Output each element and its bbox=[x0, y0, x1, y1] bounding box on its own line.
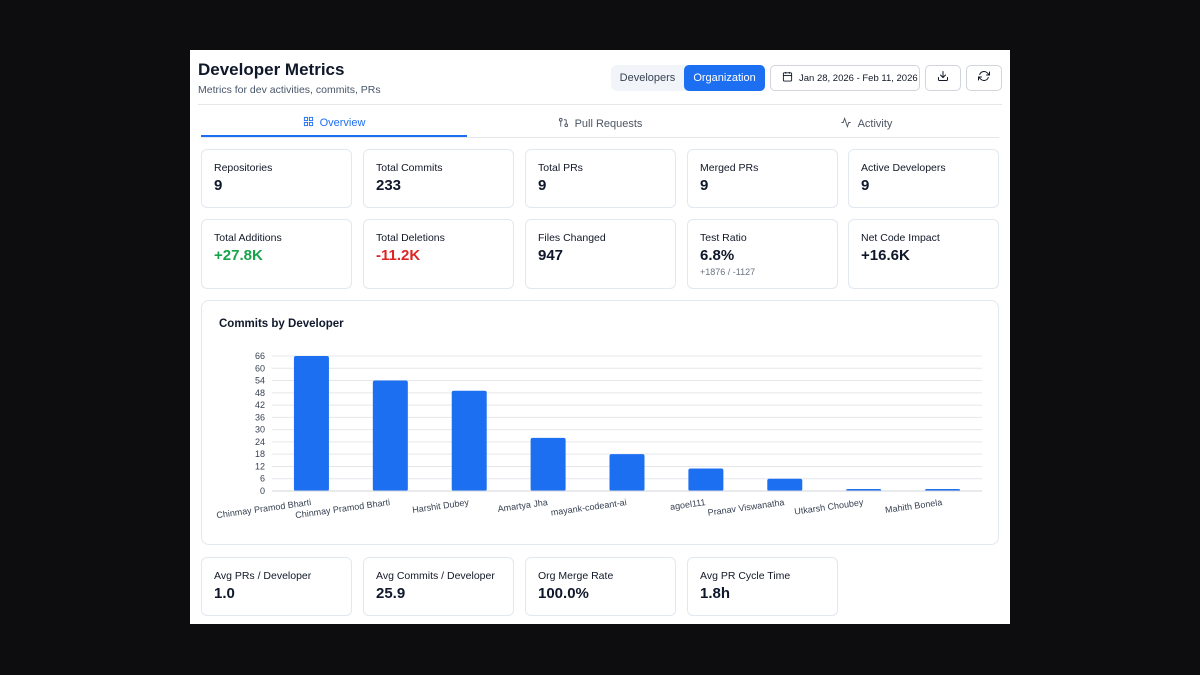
refresh-button[interactable] bbox=[966, 65, 1002, 91]
x-category-label: agoel111 bbox=[669, 497, 706, 512]
tab-pull-requests-label: Pull Requests bbox=[575, 118, 643, 130]
y-tick-label: 60 bbox=[255, 363, 265, 373]
x-category-label: mayank-codeant-ai bbox=[550, 497, 627, 518]
metric-card-net-code-impact: Net Code Impact +16.6K bbox=[848, 219, 999, 289]
metric-value: +27.8K bbox=[214, 247, 351, 264]
y-tick-label: 54 bbox=[255, 376, 265, 386]
metric-label: Net Code Impact bbox=[861, 232, 998, 244]
x-category-label: Mahith Bonela bbox=[884, 497, 942, 515]
y-tick-label: 30 bbox=[255, 425, 265, 435]
x-category-label: Pranav Viswanatha bbox=[707, 497, 785, 518]
metric-card-files-changed: Files Changed 947 bbox=[525, 219, 676, 289]
chart-bar[interactable] bbox=[373, 381, 408, 491]
page-subtitle: Metrics for dev activities, commits, PRs bbox=[198, 84, 381, 96]
y-tick-label: 0 bbox=[260, 486, 265, 496]
metric-value: +16.6K bbox=[861, 247, 998, 264]
grid-icon bbox=[303, 116, 314, 130]
metric-card-org-merge-rate: Org Merge Rate 100.0% bbox=[525, 557, 676, 616]
page-header: Developer Metrics Metrics for dev activi… bbox=[198, 60, 381, 96]
metric-card-active-developers: Active Developers 9 bbox=[848, 149, 999, 208]
y-tick-label: 66 bbox=[255, 351, 265, 361]
metric-label: Avg PRs / Developer bbox=[214, 570, 351, 582]
developer-metrics-panel: Developer Metrics Metrics for dev activi… bbox=[190, 50, 1010, 624]
commits-by-developer-chart: Commits by Developer 0 6 12 18 24 30 36 42 48 54 6… bbox=[201, 300, 999, 545]
metric-card-merged-prs: Merged PRs 9 bbox=[687, 149, 838, 208]
chart-bar[interactable] bbox=[452, 391, 487, 491]
activity-icon bbox=[840, 117, 852, 131]
organization-toggle-button[interactable]: Organization bbox=[684, 65, 765, 91]
chart-bar[interactable] bbox=[688, 469, 723, 492]
metric-value: 9 bbox=[214, 177, 351, 194]
download-icon bbox=[937, 69, 949, 87]
chart-bar[interactable] bbox=[294, 356, 329, 491]
tab-activity-label: Activity bbox=[858, 118, 893, 130]
y-tick-label: 42 bbox=[255, 400, 265, 410]
date-range-picker[interactable]: Jan 28, 2026 - Feb 11, 2026 bbox=[770, 65, 920, 91]
tab-bar: Overview Pull Requests Activity bbox=[201, 110, 999, 138]
y-tick-label: 36 bbox=[255, 412, 265, 422]
metric-label: Avg PR Cycle Time bbox=[700, 570, 837, 582]
metric-value: 233 bbox=[376, 177, 513, 194]
metric-card-avg-prs-per-developer: Avg PRs / Developer 1.0 bbox=[201, 557, 352, 616]
metric-card-total-additions: Total Additions +27.8K bbox=[201, 219, 352, 289]
x-category-label: Utkarsh Choubey bbox=[794, 497, 865, 517]
metric-card-avg-commits-per-developer: Avg Commits / Developer 25.9 bbox=[363, 557, 514, 616]
metric-card-test-ratio: Test Ratio 6.8% +1876 / -1127 bbox=[687, 219, 838, 289]
metric-label: Total PRs bbox=[538, 162, 675, 174]
tab-activity[interactable]: Activity bbox=[733, 110, 999, 137]
metric-card-repositories: Repositories 9 bbox=[201, 149, 352, 208]
metric-card-total-prs: Total PRs 9 bbox=[525, 149, 676, 208]
metric-card-total-commits: Total Commits 233 bbox=[363, 149, 514, 208]
x-category-label: Harshit Dubey bbox=[412, 497, 470, 515]
metric-label: Org Merge Rate bbox=[538, 570, 675, 582]
metric-label: Active Developers bbox=[861, 162, 998, 174]
date-range-label: Jan 28, 2026 - Feb 11, 2026 bbox=[799, 73, 918, 84]
metric-label: Merged PRs bbox=[700, 162, 837, 174]
header-divider bbox=[198, 104, 1002, 105]
metric-value: -11.2K bbox=[376, 247, 513, 264]
developers-toggle-button[interactable]: Developers bbox=[611, 65, 684, 91]
metric-label: Total Deletions bbox=[376, 232, 513, 244]
metric-value: 9 bbox=[861, 177, 998, 194]
metric-label: Total Additions bbox=[214, 232, 351, 244]
chart-bar[interactable] bbox=[531, 438, 566, 491]
x-category-label: Amartya Jha bbox=[497, 497, 548, 514]
y-tick-label: 18 bbox=[255, 449, 265, 459]
git-pull-request-icon bbox=[558, 117, 569, 131]
page-title: Developer Metrics bbox=[198, 60, 381, 80]
tab-overview-label: Overview bbox=[320, 117, 366, 129]
refresh-icon bbox=[978, 69, 990, 87]
metric-label: Total Commits bbox=[376, 162, 513, 174]
tab-pull-requests[interactable]: Pull Requests bbox=[467, 110, 733, 137]
metric-value: 9 bbox=[700, 177, 837, 194]
metric-value: 1.8h bbox=[700, 585, 837, 602]
metric-value: 25.9 bbox=[376, 585, 513, 602]
chart-bar[interactable] bbox=[767, 479, 802, 491]
view-toggle: Developers Organization bbox=[611, 65, 765, 91]
metric-label: Repositories bbox=[214, 162, 351, 174]
y-tick-label: 24 bbox=[255, 437, 265, 447]
metric-card-total-deletions: Total Deletions -11.2K bbox=[363, 219, 514, 289]
metric-value: 6.8% bbox=[700, 247, 837, 264]
calendar-icon bbox=[782, 71, 799, 85]
chart-bar[interactable] bbox=[610, 454, 645, 491]
metric-label: Test Ratio bbox=[700, 232, 837, 244]
metric-value: 1.0 bbox=[214, 585, 351, 602]
download-button[interactable] bbox=[925, 65, 961, 91]
metric-label: Avg Commits / Developer bbox=[376, 570, 513, 582]
metric-value: 9 bbox=[538, 177, 675, 194]
metric-label: Files Changed bbox=[538, 232, 675, 244]
y-tick-label: 6 bbox=[260, 474, 265, 484]
y-tick-label: 48 bbox=[255, 388, 265, 398]
tab-overview[interactable]: Overview bbox=[201, 110, 467, 137]
metric-subtext: +1876 / -1127 bbox=[700, 267, 837, 277]
metric-value: 100.0% bbox=[538, 585, 675, 602]
y-tick-label: 12 bbox=[255, 461, 265, 471]
metric-card-avg-pr-cycle-time: Avg PR Cycle Time 1.8h bbox=[687, 557, 838, 616]
metric-value: 947 bbox=[538, 247, 675, 264]
